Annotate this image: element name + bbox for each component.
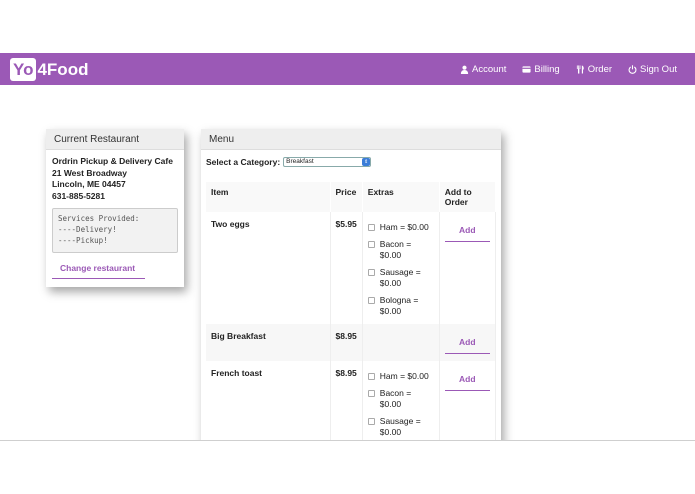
extra-checkbox[interactable]: [367, 373, 375, 380]
add-button[interactable]: Add: [444, 331, 490, 354]
extra-option: Sausage = $0.00: [367, 416, 434, 438]
extra-label: Bacon = $0.00: [379, 388, 412, 409]
extra-option: Bacon = $0.00: [367, 239, 434, 261]
restaurant-street: 21 West Broadway: [52, 167, 127, 178]
item-extras: Ham = $0.00 Bacon = $0.00 Sausage = $0.0…: [362, 361, 440, 441]
power-icon: [628, 64, 637, 74]
current-restaurant-heading: Current Restaurant: [46, 129, 184, 150]
item-add-cell: Add: [439, 212, 497, 324]
nav-sign-out[interactable]: Sign Out: [628, 64, 677, 75]
extra-option: Sausage = $0.00: [367, 267, 434, 289]
col-add: Add to Order: [439, 182, 497, 212]
main-content: Current Restaurant Ordrin Pickup & Deliv…: [0, 85, 695, 441]
nav-billing-label: Billing: [534, 63, 560, 75]
add-button[interactable]: Add: [444, 368, 490, 391]
extra-checkbox[interactable]: [367, 224, 375, 231]
restaurant-phone: 631-885-5281: [52, 190, 105, 201]
nav-order-label: Order: [587, 63, 613, 75]
extra-checkbox[interactable]: [367, 241, 375, 248]
extra-checkbox[interactable]: [367, 269, 375, 276]
category-label: Select a Category:: [206, 157, 281, 167]
item-name: Big Breakfast: [206, 324, 331, 361]
add-button[interactable]: Add: [444, 219, 490, 242]
utensils-icon: [576, 64, 584, 74]
menu-table: Item Price Extras Add to Order Two eggs …: [206, 182, 497, 441]
extra-label: Ham = $0.00: [379, 371, 429, 381]
item-extras: [362, 324, 440, 361]
item-add-cell: Add: [439, 361, 497, 441]
menu-table-header: Item Price Extras Add to Order: [206, 182, 497, 212]
nav-account-label: Account: [472, 63, 507, 75]
extra-option: Ham = $0.00: [367, 371, 434, 382]
nav-order[interactable]: Order: [576, 64, 612, 75]
table-row: Big Breakfast $8.95 Add: [206, 324, 497, 361]
col-extras: Extras: [362, 182, 440, 212]
extra-option: Bologna = $0.00: [367, 295, 434, 317]
viewport-bottom-edge: [0, 440, 695, 441]
extra-option: Ham = $0.00: [367, 222, 434, 233]
extra-checkbox[interactable]: [367, 390, 375, 397]
extra-label: Sausage = $0.00: [379, 267, 421, 288]
logo[interactable]: Yo 4Food: [10, 58, 88, 81]
extra-label: Bacon = $0.00: [379, 239, 412, 260]
category-row: Select a Category: Breakfast ⇕: [201, 150, 501, 174]
category-select[interactable]: Breakfast ⇕: [283, 157, 372, 167]
table-row: Two eggs $5.95 Ham = $0.00 Bacon = $0.00…: [206, 212, 497, 324]
logo-text: 4Food: [37, 59, 89, 79]
item-name: Two eggs: [206, 212, 331, 324]
card-icon: [522, 65, 531, 73]
col-price: Price: [330, 182, 363, 212]
extra-label: Ham = $0.00: [379, 222, 429, 232]
category-select-value: Breakfast: [286, 158, 314, 165]
nav-sign-out-label: Sign Out: [640, 63, 677, 75]
table-row: French toast $8.95 Ham = $0.00 Bacon = $…: [206, 361, 497, 441]
item-extras: Ham = $0.00 Bacon = $0.00 Sausage = $0.0…: [362, 212, 440, 324]
menu-heading: Menu: [201, 129, 501, 150]
restaurant-city: Lincoln, ME 04457: [52, 179, 126, 189]
change-restaurant-button[interactable]: Change restaurant: [52, 263, 145, 279]
extra-checkbox[interactable]: [367, 418, 375, 425]
extra-option: Bacon = $0.00: [367, 388, 434, 410]
item-price: $8.95: [330, 361, 363, 441]
item-price: $5.95: [330, 212, 363, 324]
services-provided-box: Services Provided: ----Delivery! ----Pic…: [52, 208, 178, 253]
extra-checkbox[interactable]: [367, 297, 375, 304]
col-item: Item: [206, 182, 331, 212]
item-price: $8.95: [330, 324, 363, 361]
nav-account[interactable]: Account: [460, 64, 506, 75]
nav-billing[interactable]: Billing: [522, 63, 560, 75]
top-blank-area: [0, 0, 695, 53]
item-name: French toast: [206, 361, 331, 441]
extra-label: Sausage = $0.00: [379, 416, 421, 437]
nav-menu: Account Billing Order Sign Out: [460, 53, 677, 85]
logo-box: Yo: [10, 58, 37, 81]
restaurant-name: Ordrin Pickup & Delivery Cafe: [52, 156, 173, 166]
navbar: Yo 4Food Account Billing Order Sign Out: [0, 53, 695, 85]
current-restaurant-panel: Current Restaurant Ordrin Pickup & Deliv…: [46, 129, 184, 287]
item-add-cell: Add: [439, 324, 497, 361]
restaurant-address: Ordrin Pickup & Delivery Cafe 21 West Br…: [46, 150, 184, 202]
extra-label: Bologna = $0.00: [379, 295, 419, 316]
select-arrows-icon: ⇕: [362, 158, 371, 166]
user-icon: [460, 65, 469, 74]
menu-panel: Menu Select a Category: Breakfast ⇕ Item…: [201, 129, 501, 441]
